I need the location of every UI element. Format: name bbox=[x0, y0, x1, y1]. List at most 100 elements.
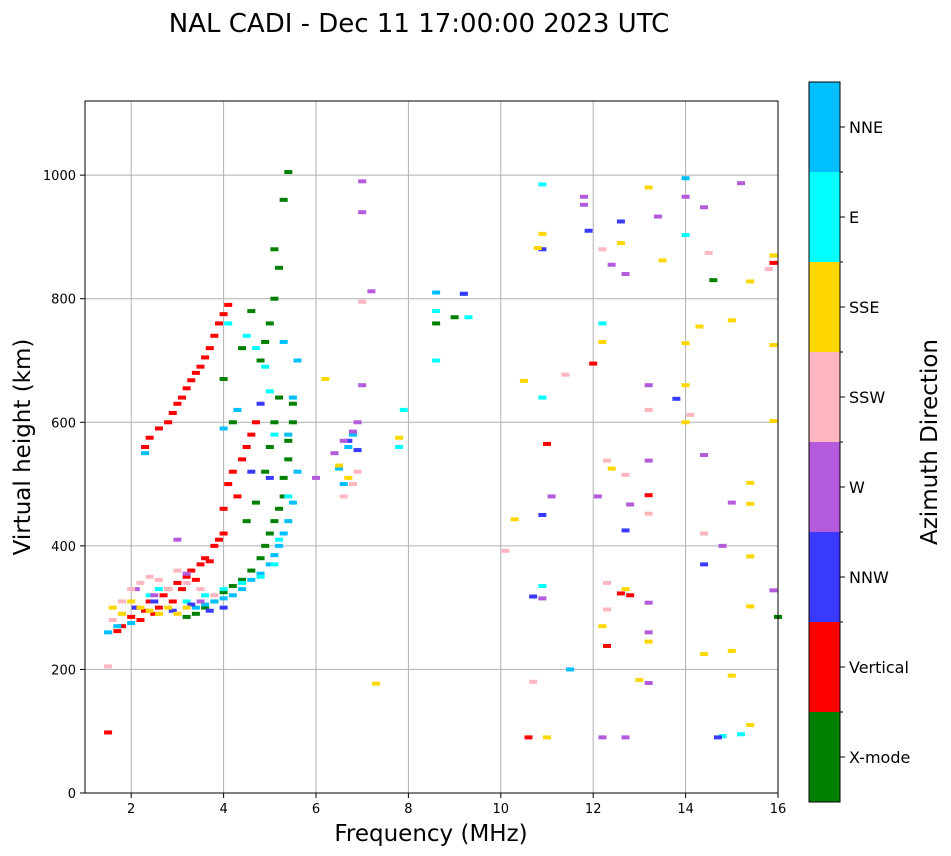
data-point-vertical bbox=[191, 370, 200, 375]
data-point-sse bbox=[154, 611, 163, 616]
data-point-e bbox=[224, 321, 233, 326]
data-point-e bbox=[598, 321, 607, 326]
data-point-x-mode bbox=[275, 265, 284, 270]
data-point-x-mode bbox=[279, 475, 288, 480]
data-point-e bbox=[432, 358, 441, 363]
data-point-x-mode bbox=[191, 611, 200, 616]
colorbar: X-mode Vertical NNW W SSW SSE E NNE bbox=[808, 81, 910, 803]
data-point-sse bbox=[598, 339, 607, 344]
data-point-w bbox=[547, 494, 556, 499]
data-point-e bbox=[275, 537, 284, 542]
data-point-vertical bbox=[603, 643, 612, 648]
data-point-vertical bbox=[141, 608, 150, 613]
data-point-ssw bbox=[603, 607, 612, 612]
data-point-ssw bbox=[700, 531, 709, 536]
data-point-vertical bbox=[196, 364, 205, 369]
data-point-nne bbox=[432, 290, 441, 295]
data-point-ssw bbox=[644, 511, 653, 516]
data-point-w bbox=[769, 588, 778, 593]
data-point-sse bbox=[769, 343, 778, 348]
data-point-x-mode bbox=[284, 438, 293, 443]
data-point-sse bbox=[746, 604, 755, 609]
data-point-e bbox=[265, 389, 274, 394]
data-point-nnw bbox=[205, 608, 214, 613]
data-point-nnw bbox=[265, 475, 274, 480]
data-point-x-mode bbox=[238, 577, 247, 582]
data-point-nnw bbox=[616, 219, 625, 224]
data-point-e bbox=[538, 584, 547, 589]
data-point-x-mode bbox=[228, 420, 237, 425]
data-point-sse bbox=[746, 723, 755, 728]
data-point-e bbox=[270, 432, 279, 437]
data-point-nne bbox=[210, 599, 219, 604]
data-point-vertical bbox=[205, 559, 214, 564]
data-point-nne bbox=[265, 562, 274, 567]
data-point-e bbox=[464, 315, 473, 320]
colorbar-tick-label: SSE bbox=[849, 298, 879, 317]
data-point-vertical bbox=[187, 568, 196, 573]
data-point-vertical bbox=[178, 395, 187, 400]
data-point-vertical bbox=[228, 469, 237, 474]
data-point-sse bbox=[616, 241, 625, 246]
data-point-w bbox=[182, 571, 191, 576]
data-point-x-mode bbox=[251, 500, 260, 505]
data-point-w bbox=[339, 438, 348, 443]
data-point-sse bbox=[108, 605, 117, 610]
data-point-w bbox=[718, 543, 727, 548]
data-point-ssw bbox=[154, 577, 163, 582]
data-point-w bbox=[626, 502, 635, 507]
data-point-nnw bbox=[131, 605, 140, 610]
data-point-vertical bbox=[168, 411, 177, 416]
data-point-ssw bbox=[210, 593, 219, 598]
data-point-sse bbox=[533, 246, 542, 251]
data-point-sse bbox=[746, 279, 755, 284]
data-point-sse bbox=[321, 377, 330, 382]
data-point-nnw bbox=[353, 448, 362, 453]
x-tick-label: 8 bbox=[404, 802, 412, 817]
y-axis-label: Virtual height (km) bbox=[10, 339, 36, 556]
data-point-sse bbox=[746, 554, 755, 559]
data-point-ssw bbox=[704, 250, 713, 255]
data-point-vertical bbox=[141, 445, 150, 449]
colorbar-segment bbox=[809, 82, 840, 172]
data-point-w bbox=[196, 599, 205, 604]
data-point-w bbox=[579, 202, 588, 207]
data-point-x-mode bbox=[270, 247, 279, 252]
data-point-x-mode bbox=[288, 420, 297, 425]
data-point-w bbox=[700, 453, 709, 458]
colorbar-segment bbox=[809, 442, 840, 532]
data-point-nnw bbox=[459, 291, 468, 296]
data-point-vertical bbox=[219, 531, 228, 536]
data-point-w bbox=[727, 500, 736, 505]
data-point-sse bbox=[644, 185, 653, 190]
data-point-vertical bbox=[769, 260, 778, 265]
data-point-sse bbox=[695, 324, 704, 329]
data-point-sse bbox=[681, 383, 690, 388]
data-point-e bbox=[201, 593, 210, 598]
data-point-e bbox=[251, 346, 260, 351]
data-point-w bbox=[593, 494, 602, 499]
x-tick-label: 12 bbox=[585, 802, 602, 817]
data-point-ssw bbox=[145, 574, 154, 579]
data-point-nne bbox=[270, 553, 279, 558]
data-point-nne bbox=[233, 407, 242, 412]
data-point-w bbox=[644, 458, 653, 463]
data-point-ssw bbox=[196, 587, 205, 592]
data-point-nnw bbox=[187, 602, 196, 607]
data-point-x-mode bbox=[238, 346, 247, 351]
data-point-w bbox=[173, 537, 182, 542]
data-point-x-mode bbox=[261, 469, 270, 474]
data-point-nne bbox=[104, 630, 113, 635]
data-point-e bbox=[432, 309, 441, 314]
data-point-nne bbox=[201, 602, 210, 607]
axes: 2 4 6 8 10 12 14 16 0 200 400 600 800 1000 bbox=[43, 169, 786, 817]
data-point-nne bbox=[219, 426, 228, 431]
data-point-sse bbox=[395, 435, 404, 440]
data-point-vertical bbox=[104, 730, 113, 735]
data-point-ssw bbox=[339, 494, 348, 499]
data-point-nnw bbox=[700, 562, 709, 567]
data-point-e bbox=[737, 732, 746, 737]
data-point-vertical bbox=[159, 593, 168, 598]
plot-frame bbox=[84, 100, 779, 794]
